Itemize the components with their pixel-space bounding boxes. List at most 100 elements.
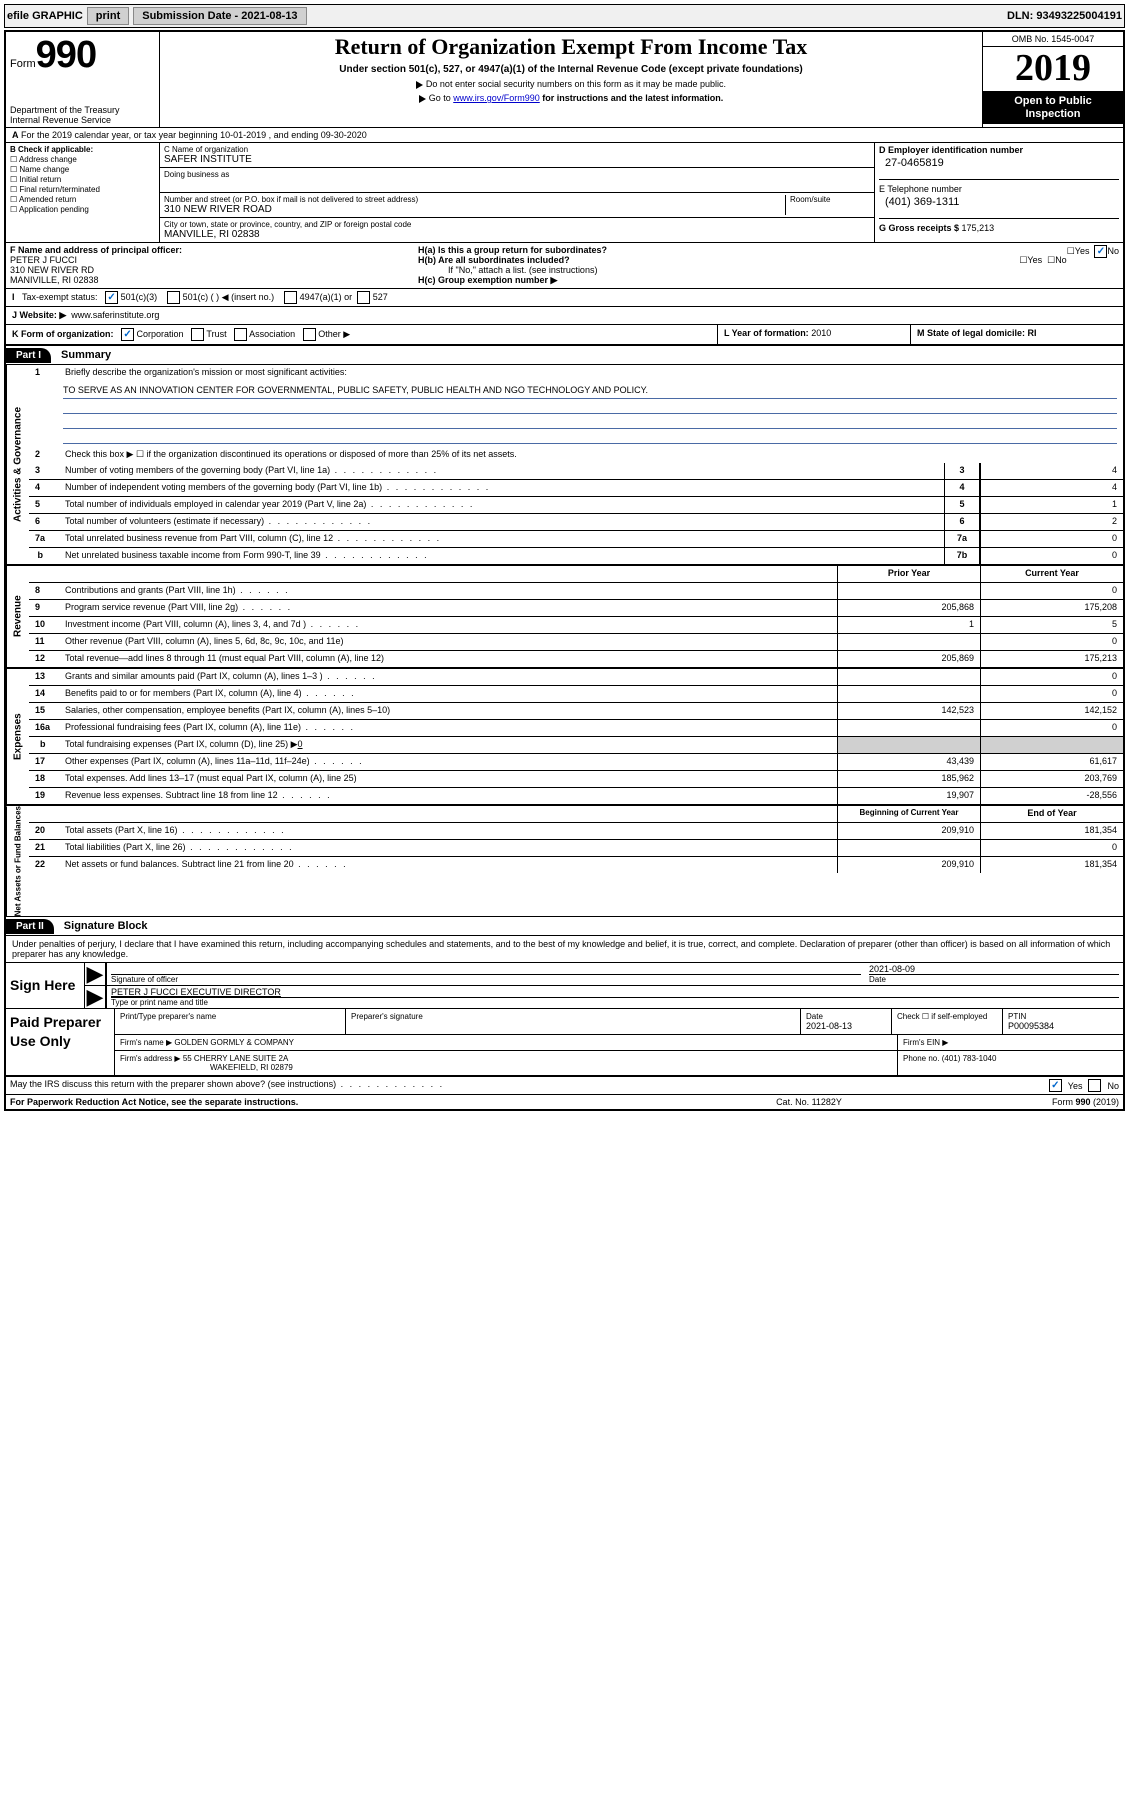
h-a-no-check[interactable]	[1094, 245, 1107, 258]
check-final-return[interactable]: ☐ Final return/terminated	[10, 185, 155, 194]
summary-section-revenue: Revenue Prior YearCurrent Year 8Contribu…	[6, 566, 1123, 669]
line-5: Total number of individuals employed in …	[63, 497, 944, 513]
line-6: Total number of volunteers (estimate if …	[63, 514, 944, 530]
check-other[interactable]	[303, 328, 316, 341]
bcd-block: B Check if applicable: ☐ Address change …	[6, 143, 1123, 243]
header-left: Form990 Department of the Treasury Inter…	[6, 32, 160, 127]
line-20: Total assets (Part X, line 16)	[63, 823, 837, 839]
top-toolbar: efile GRAPHIC print Submission Date - 20…	[4, 4, 1125, 28]
gross-receipts: 175,213	[962, 223, 995, 233]
ptin-value: P00095384	[1008, 1021, 1118, 1031]
dba-cell: Doing business as	[160, 168, 874, 193]
val-5: 1	[980, 497, 1123, 513]
perjury-statement: Under penalties of perjury, I declare th…	[6, 936, 1123, 962]
check-trust[interactable]	[191, 328, 204, 341]
print-button[interactable]: print	[87, 7, 129, 25]
line-21: Total liabilities (Part X, line 26)	[63, 840, 837, 856]
note-instructions: Go to www.irs.gov/Form990 for instructio…	[168, 93, 974, 103]
city-state-zip: MANVILLE, RI 02838	[164, 229, 870, 240]
h-a-group-return: H(a) Is this a group return for subordin…	[418, 245, 1119, 255]
note-ssn: Do not enter social security numbers on …	[168, 79, 974, 89]
room-suite: Room/suite	[786, 195, 870, 215]
side-revenue: Revenue	[6, 566, 29, 667]
preparer-phone: (401) 783-1040	[942, 1054, 997, 1063]
val-4: 4	[980, 480, 1123, 496]
line-14: Benefits paid to or for members (Part IX…	[63, 686, 837, 702]
check-self-employed[interactable]: Check ☐ if self-employed	[892, 1009, 1003, 1034]
header-right: OMB No. 1545-0047 2019 Open to Public In…	[982, 32, 1123, 127]
line-8: Contributions and grants (Part VIII, lin…	[63, 583, 837, 599]
street-address: 310 NEW RIVER ROAD	[164, 204, 781, 215]
check-association[interactable]	[234, 328, 247, 341]
check-initial-return[interactable]: ☐ Initial return	[10, 175, 155, 184]
tax-year: 2019	[983, 47, 1123, 92]
line-7b: Net unrelated business taxable income fr…	[63, 548, 944, 564]
line-22: Net assets or fund balances. Subtract li…	[63, 857, 837, 873]
footer-line: For Paperwork Reduction Act Notice, see …	[6, 1094, 1123, 1109]
check-name-change[interactable]: ☐ Name change	[10, 165, 155, 174]
discuss-no-check[interactable]	[1088, 1079, 1101, 1092]
col-c-org-info: C Name of organization SAFER INSTITUTE D…	[160, 143, 874, 242]
col-d-ein-tel: D Employer identification number 27-0465…	[874, 143, 1123, 242]
check-amended[interactable]: ☐ Amended return	[10, 195, 155, 204]
line-18: Total expenses. Add lines 13–17 (must eq…	[63, 771, 837, 787]
dln-label: DLN: 93493225004191	[1007, 10, 1122, 22]
check-501c[interactable]	[167, 291, 180, 304]
val-3: 4	[980, 463, 1123, 479]
ein-value: 27-0465819	[879, 155, 1119, 175]
check-4947[interactable]	[284, 291, 297, 304]
summary-section-1: Activities & Governance 1 Briefly descri…	[6, 365, 1123, 566]
telephone: (401) 369-1311	[879, 194, 1119, 214]
form-frame: Form990 Department of the Treasury Inter…	[4, 30, 1125, 1111]
website-value: www.saferinstitute.org	[71, 310, 159, 320]
instructions-link[interactable]: www.irs.gov/Form990	[453, 93, 540, 103]
check-corporation[interactable]	[121, 328, 134, 341]
firm-name: GOLDEN GORMLY & COMPANY	[174, 1038, 294, 1047]
val-6: 2	[980, 514, 1123, 530]
header-mid: Return of Organization Exempt From Incom…	[160, 32, 982, 127]
officer-name: PETER J FUCCI	[10, 255, 77, 265]
efile-label: efile GRAPHIC	[7, 10, 83, 22]
year-formation: 2010	[811, 328, 831, 338]
side-expenses: Expenses	[6, 669, 29, 804]
omb-number: OMB No. 1545-0047	[983, 32, 1123, 47]
mission-text: TO SERVE AS AN INNOVATION CENTER FOR GOV…	[63, 384, 1117, 399]
row-j-website: J Website: ▶ www.saferinstitute.org	[6, 307, 1123, 325]
line-4: Number of independent voting members of …	[63, 480, 944, 496]
discuss-yes-check[interactable]	[1049, 1079, 1062, 1092]
check-527[interactable]	[357, 291, 370, 304]
arrow-icon: ▶	[85, 963, 107, 985]
open-to-public: Open to Public Inspection	[983, 92, 1123, 124]
line-16b: Total fundraising expenses (Part IX, col…	[63, 737, 837, 753]
dept-label: Department of the Treasury	[10, 105, 155, 115]
val-7b: 0	[980, 548, 1123, 564]
form-header: Form990 Department of the Treasury Inter…	[6, 32, 1123, 128]
form-number: 990	[36, 34, 96, 76]
org-name-cell: C Name of organization SAFER INSTITUTE	[160, 143, 874, 168]
row-i-tax-status: I Tax-exempt status: 501(c)(3) 501(c) ( …	[6, 289, 1123, 307]
h-b-subordinates: H(b) Are all subordinates included? ☐Yes…	[418, 255, 1119, 265]
submission-date-box: Submission Date - 2021-08-13	[133, 7, 306, 25]
line-16a: Professional fundraising fees (Part IX, …	[63, 720, 837, 736]
row-f-officer: F Name and address of principal officer:…	[6, 243, 1123, 289]
line-11: Other revenue (Part VIII, column (A), li…	[63, 634, 837, 650]
line-17: Other expenses (Part IX, column (A), lin…	[63, 754, 837, 770]
check-application-pending[interactable]: ☐ Application pending	[10, 205, 155, 214]
sign-here-block: Sign Here ▶ Signature of officer 2021-08…	[6, 962, 1123, 1009]
line-3: Number of voting members of the governin…	[63, 463, 944, 479]
org-name: SAFER INSTITUTE	[164, 154, 870, 165]
summary-section-expenses: Expenses 13Grants and similar amounts pa…	[6, 669, 1123, 806]
arrow-icon	[419, 95, 426, 103]
form-title: Return of Organization Exempt From Incom…	[168, 34, 974, 60]
part-i-header: Part I Summary	[6, 346, 1123, 365]
state-domicile: RI	[1028, 328, 1037, 338]
discuss-row: May the IRS discuss this return with the…	[6, 1077, 1123, 1094]
arrow-icon: ▶	[85, 986, 107, 1008]
form-subtitle: Under section 501(c), 527, or 4947(a)(1)…	[168, 64, 974, 75]
row-a-year: A For the 2019 calendar year, or tax yea…	[6, 128, 1123, 143]
check-address-change[interactable]: ☐ Address change	[10, 155, 155, 164]
officer-printed-name: PETER J FUCCI EXECUTIVE DIRECTOR	[111, 987, 1119, 997]
check-501c3[interactable]	[105, 291, 118, 304]
line-19: Revenue less expenses. Subtract line 18 …	[63, 788, 837, 804]
line-2: Check this box ▶ ☐ if the organization d…	[63, 447, 1123, 463]
